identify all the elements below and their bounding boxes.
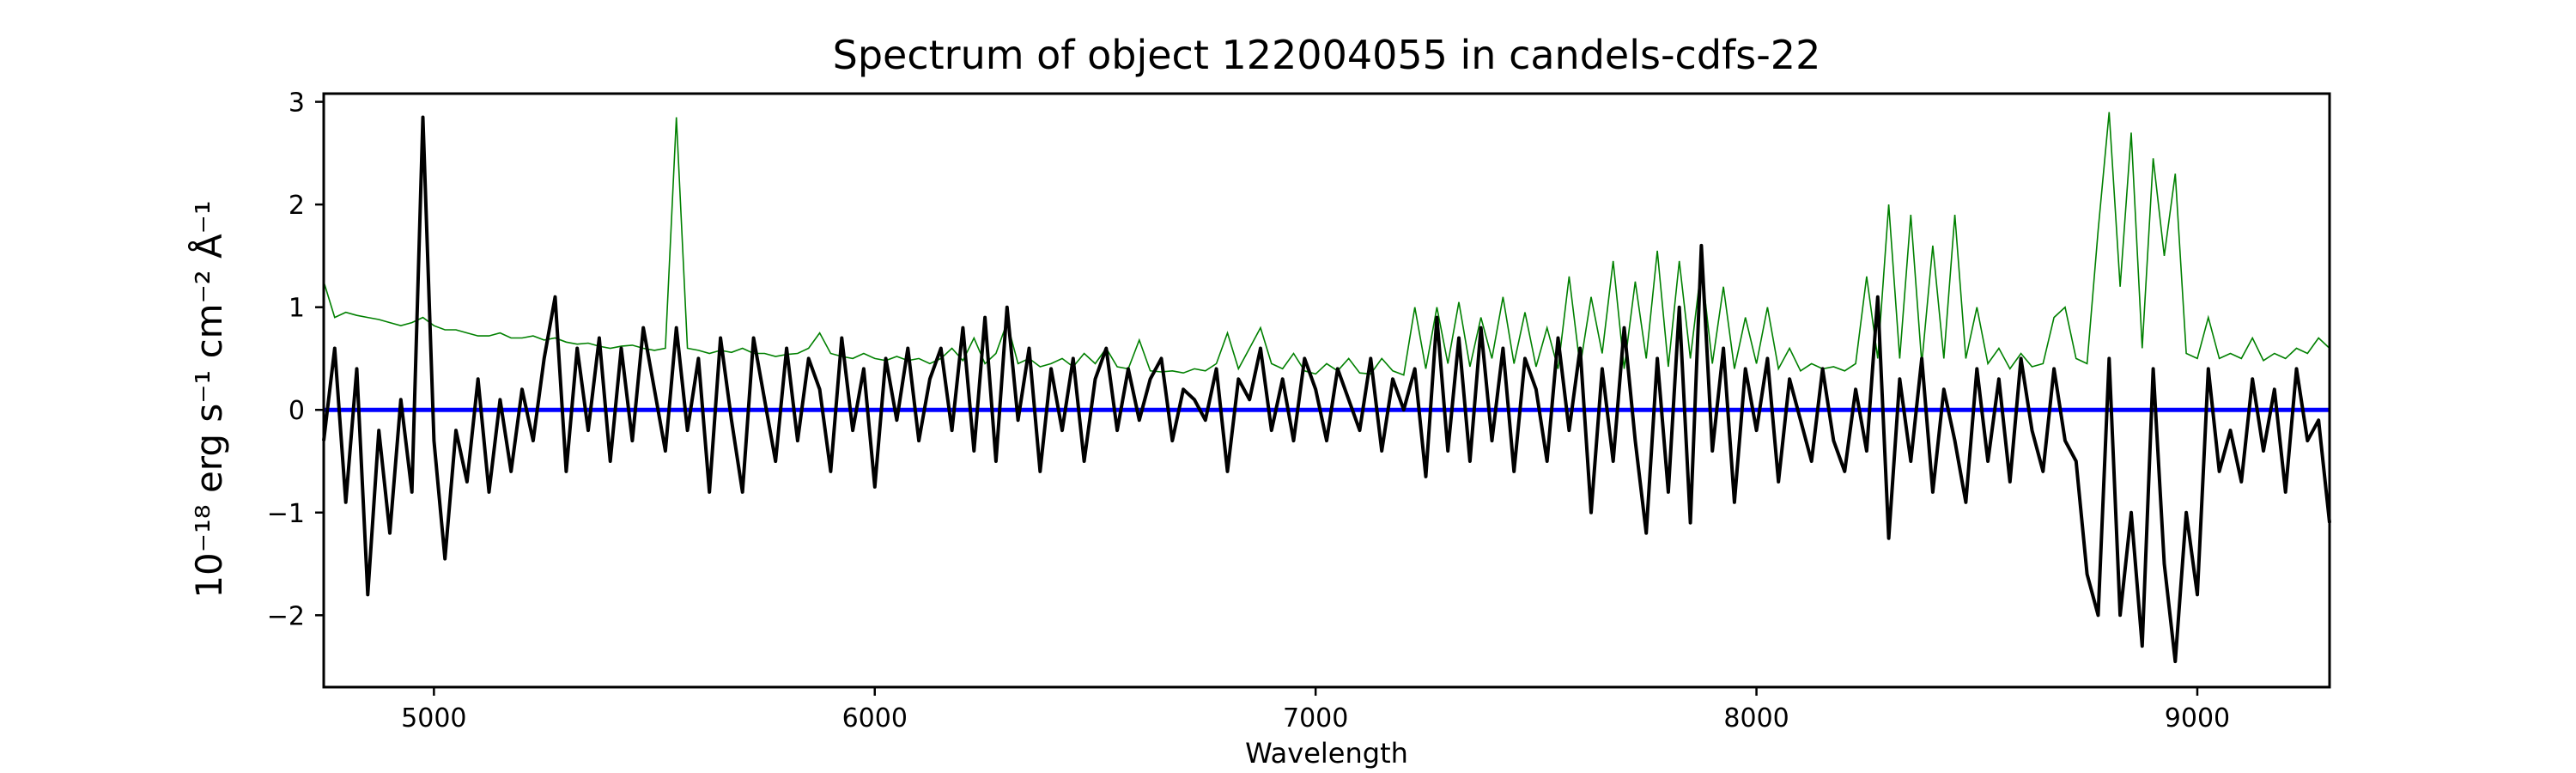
y-tick-label: 0 bbox=[289, 396, 305, 426]
y-tick-label: 1 bbox=[289, 294, 305, 324]
y-tick-label: −1 bbox=[267, 499, 305, 529]
series-error-line bbox=[323, 112, 2330, 376]
x-axis-label: Wavelength bbox=[1245, 737, 1408, 770]
chart-title: Spectrum of object 122004055 in candels-… bbox=[833, 32, 1821, 78]
y-axis: −2 −1 0 1 2 3 bbox=[267, 88, 324, 631]
axes-frame bbox=[322, 92, 2331, 689]
y-axis-label: 10⁻¹⁸ erg s⁻¹ cm⁻² Å⁻¹ bbox=[187, 200, 230, 598]
x-tick-label: 9000 bbox=[2165, 703, 2230, 733]
x-axis: 5000 6000 7000 8000 9000 bbox=[401, 687, 2230, 733]
y-tick-label: 3 bbox=[289, 88, 305, 119]
x-tick-label: 7000 bbox=[1283, 703, 1348, 733]
plot-area bbox=[322, 112, 2331, 664]
x-tick-label: 5000 bbox=[401, 703, 466, 733]
series-flux-line bbox=[322, 115, 2331, 664]
x-tick-label: 6000 bbox=[842, 703, 908, 733]
x-tick-label: 8000 bbox=[1723, 703, 1789, 733]
y-tick-label: −2 bbox=[267, 601, 305, 631]
y-tick-label: 2 bbox=[289, 191, 305, 221]
